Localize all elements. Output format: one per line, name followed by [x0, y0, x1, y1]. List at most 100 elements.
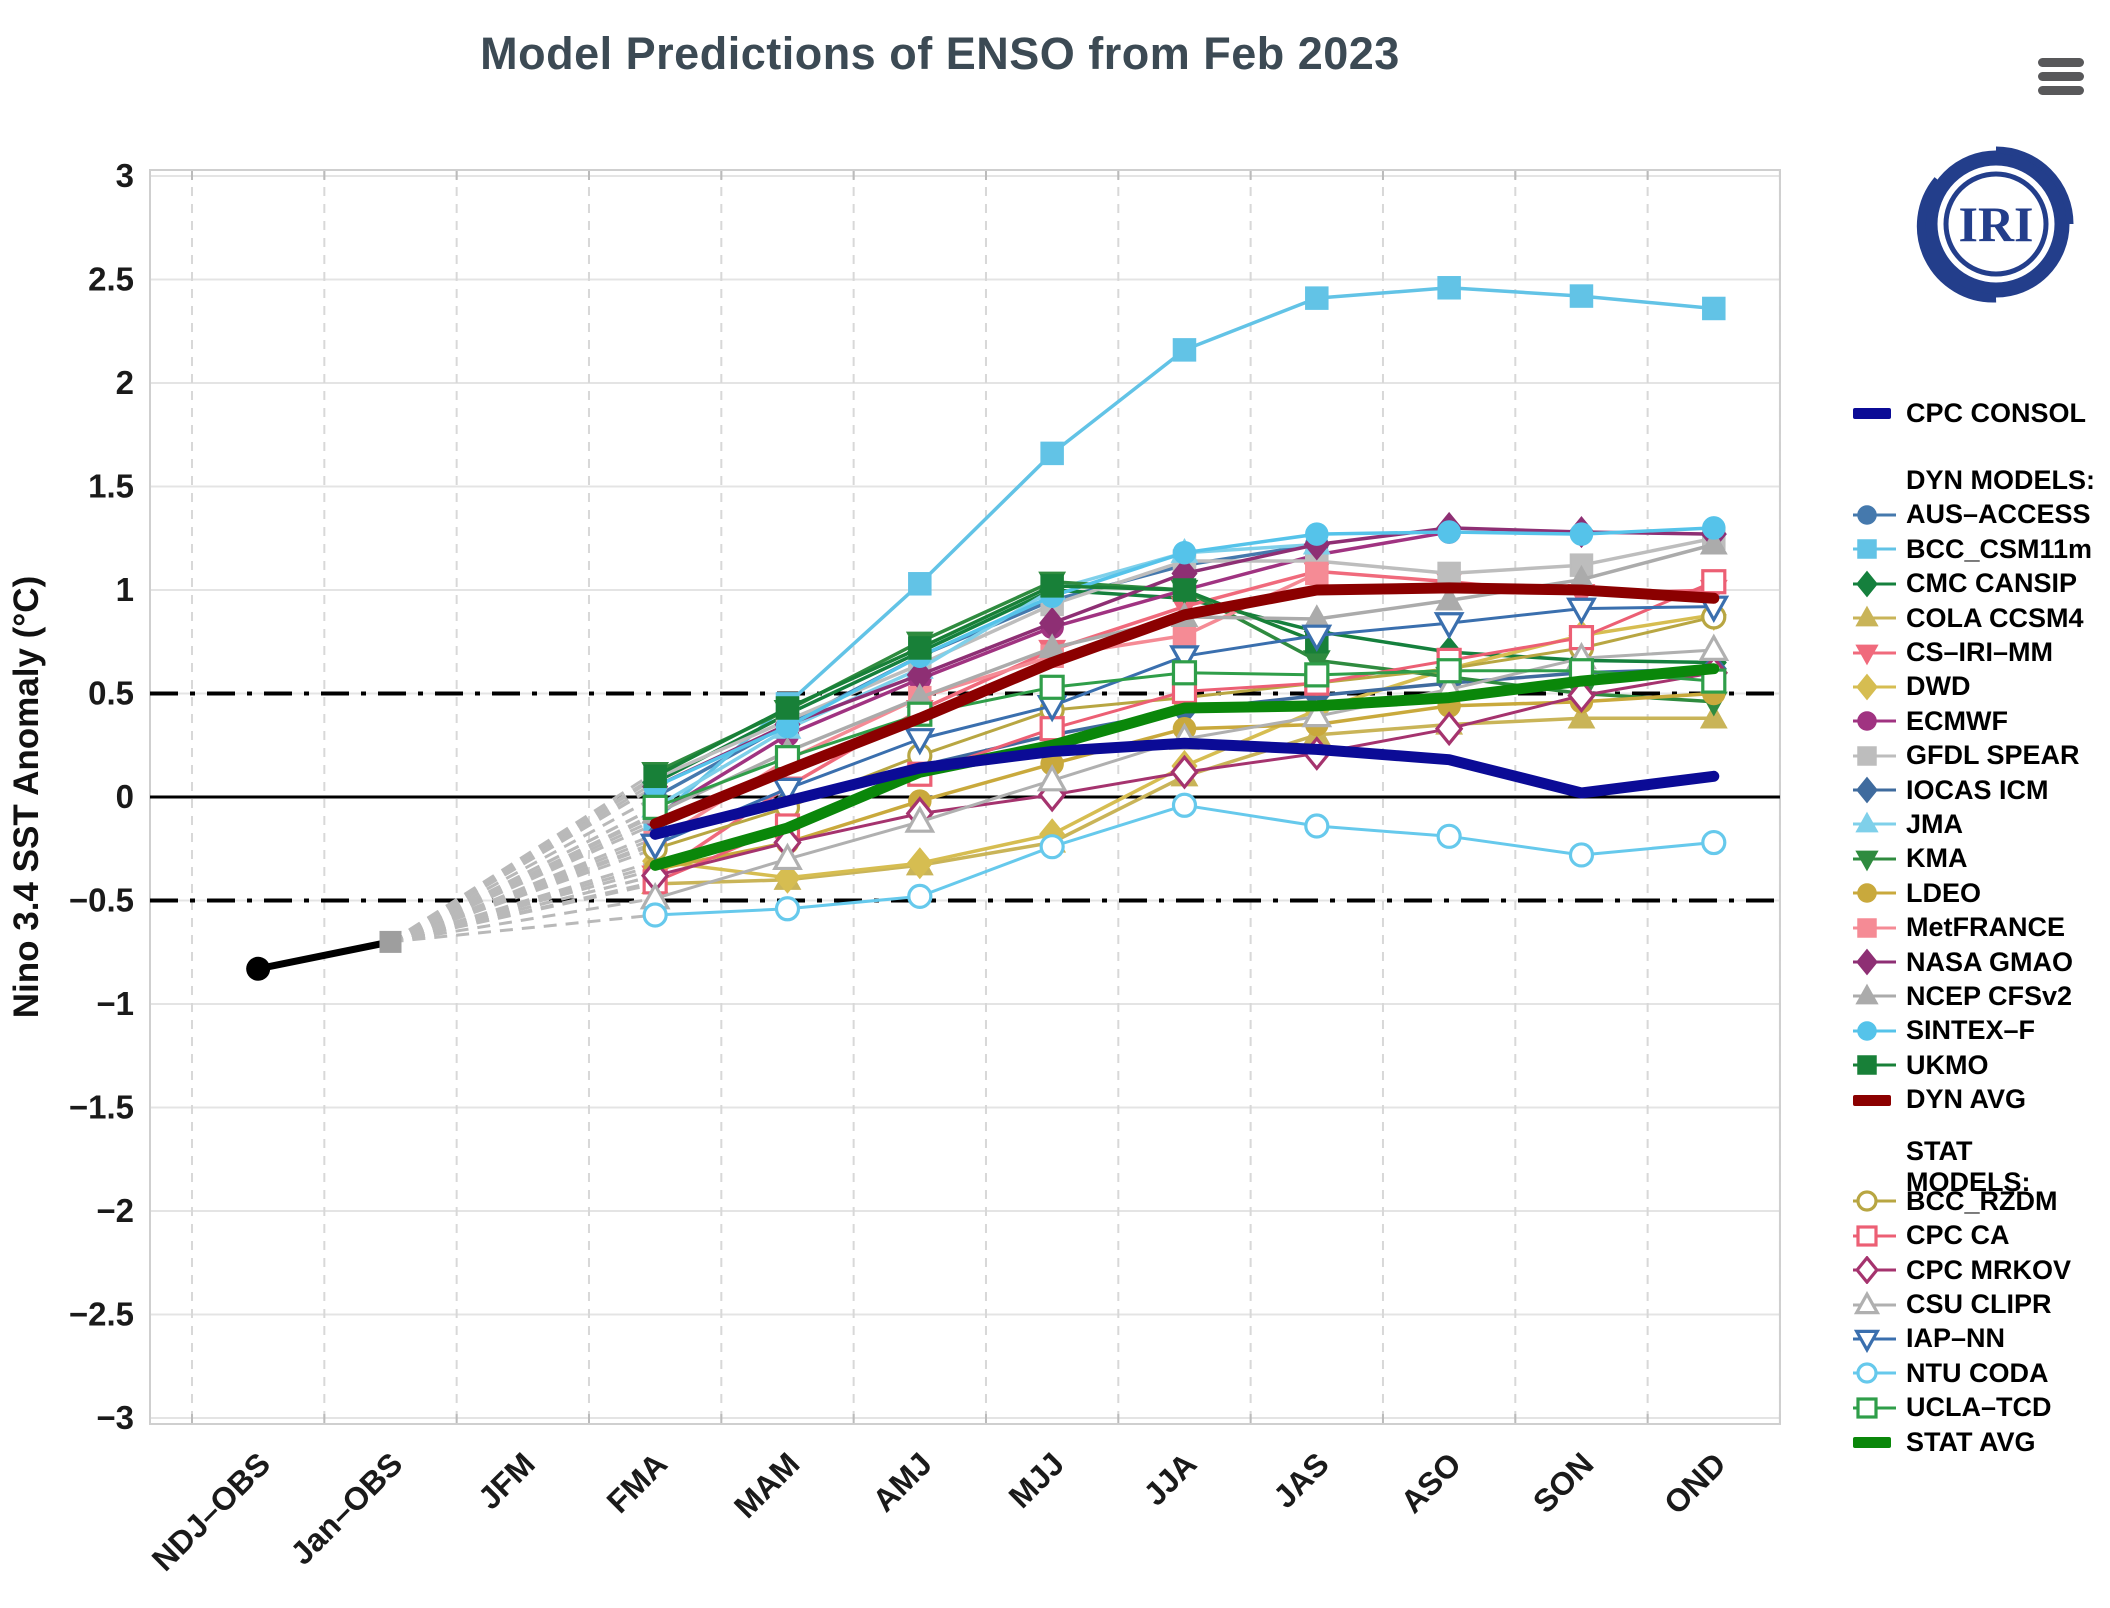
legend-item-ucla-tcd: UCLA–TCD [1852, 1391, 2102, 1425]
legend-item-jma: JMA [1852, 807, 2102, 841]
legend-item-cmc-cansip: CMC CANSIP [1852, 567, 2102, 601]
legend-item-label: DWD [1906, 671, 1971, 702]
legend-item-label: DYN AVG [1906, 1084, 2027, 1115]
svg-text:−2: −2 [96, 1192, 134, 1229]
legend-swatch-icon [1853, 711, 1896, 732]
legend-item-ecmwf: ECMWF [1852, 704, 2102, 738]
legend-swatch-icon [1853, 1190, 1896, 1212]
svg-text:2: 2 [116, 364, 134, 401]
fan-lines [389, 770, 656, 944]
svg-text:Jan–OBS: Jan–OBS [283, 1445, 409, 1571]
legend-item-label: KMA [1906, 843, 1968, 874]
legend-swatch-icon [1853, 1021, 1896, 1041]
legend-item-label: CMC CANSIP [1906, 568, 2078, 599]
legend-swatch-icon [1853, 1290, 1896, 1314]
svg-text:JJA: JJA [1136, 1445, 1203, 1512]
legend-swatch-icon [1853, 570, 1896, 598]
series-bcc-csm11m [643, 276, 1726, 832]
legend-item-ldeo: LDEO [1852, 876, 2102, 910]
legend-swatch-icon [1853, 408, 1891, 420]
legend-item-ntu-coda: NTU CODA [1852, 1356, 2102, 1390]
svg-text:3: 3 [116, 157, 134, 194]
legend-swatch-icon [1853, 1094, 1891, 1106]
legend-item-label: BCC_CSM11m [1906, 533, 2093, 564]
legend-item-label: COLA CCSM4 [1906, 602, 2084, 633]
legend-item-bcc-csm11m: BCC_CSM11m [1852, 532, 2102, 566]
svg-text:NDJ–OBS: NDJ–OBS [145, 1445, 277, 1577]
legend-item-label: GFDL SPEAR [1906, 740, 2080, 771]
legend-item-label: JMA [1906, 808, 1964, 839]
legend-swatch-icon [1853, 948, 1896, 976]
iri-logo-text: IRI [1958, 196, 2033, 252]
svg-text:−0.5: −0.5 [69, 882, 134, 919]
series-ucla-tcd [642, 658, 1727, 820]
legend-item-label: CSU CLIPR [1906, 1289, 2052, 1320]
svg-text:0.5: 0.5 [88, 675, 134, 712]
legend-item-label: SINTEX–F [1906, 1015, 2036, 1046]
legend-item-nasa-gmao: NASA GMAO [1852, 945, 2102, 979]
svg-text:FMA: FMA [600, 1445, 674, 1519]
legend-item-label: IOCAS ICM [1906, 774, 2049, 805]
series-dyn-avg [649, 582, 1720, 830]
legend-swatch-icon [1853, 673, 1896, 701]
legend-swatch-icon [1853, 776, 1896, 804]
legend-item-label: AUS–ACCESS [1906, 499, 2091, 530]
series-stat-avg [649, 663, 1720, 871]
legend-spacer [1852, 430, 2102, 463]
legend-item-metfrance: MetFRANCE [1852, 910, 2102, 944]
legend-swatch-icon [1853, 917, 1896, 938]
svg-text:JFM: JFM [471, 1445, 542, 1516]
svg-text:1.5: 1.5 [88, 468, 134, 505]
chart-legend: CPC CONSOL DYN MODELS: AUS–ACCESS BCC_CSM11… [1852, 396, 2102, 1459]
svg-text:2.5: 2.5 [88, 261, 134, 298]
series-sintex-f [643, 516, 1726, 799]
legend-swatch-icon [1853, 850, 1896, 872]
legend-item-dwd: DWD [1852, 670, 2102, 704]
legend-item-iocas-icm: IOCAS ICM [1852, 773, 2102, 807]
svg-text:ASO: ASO [1394, 1445, 1468, 1519]
page-title: Model Predictions of ENSO from Feb 2023 [480, 28, 1400, 79]
legend-item-label: LDEO [1906, 877, 1982, 908]
legend-swatch-icon [1853, 644, 1896, 665]
legend-item-cpc-ca: CPC CA [1852, 1219, 2102, 1253]
legend-item-label: CPC CONSOL [1906, 397, 2087, 428]
hamburger-menu-icon[interactable] [2038, 54, 2088, 98]
svg-text:−1: −1 [96, 985, 134, 1022]
svg-text:OND: OND [1657, 1445, 1733, 1521]
svg-text:AMJ: AMJ [866, 1445, 939, 1518]
legend-item-label: NCEP CFSv2 [1906, 980, 2073, 1011]
legend-item-kma: KMA [1852, 842, 2102, 876]
legend-item-label: BCC_RZDM [1906, 1185, 2058, 1216]
legend-heading-stat-models: STAT MODELS: [1906, 1136, 2031, 1198]
legend-item-cola-ccsm4: COLA CCSM4 [1852, 601, 2102, 635]
legend-swatch-icon [1853, 1225, 1896, 1247]
legend-item-sintex-f: SINTEX–F [1852, 1014, 2102, 1048]
svg-text:1: 1 [116, 571, 134, 608]
legend-item-cs-iri-mm: CS–IRI–MM [1852, 635, 2102, 669]
legend-item-ncep-cfsv2: NCEP CFSv2 [1852, 979, 2102, 1013]
legend-swatch-icon [1853, 1256, 1896, 1285]
legend-item-cpc-consol: CPC CONSOL [1852, 396, 2102, 430]
observed-series [246, 930, 402, 981]
svg-text:SON: SON [1526, 1445, 1600, 1519]
x-axis-labels: NDJ–OBS Jan–OBS JFM FMA MAM AMJ MJJ JJA JAS ASO SO… [145, 1445, 1733, 1577]
legend-swatch-icon [1853, 745, 1896, 766]
legend-swatch-icon [1853, 605, 1896, 627]
legend-item-dyn-avg: DYN AVG [1852, 1082, 2102, 1116]
legend-item-bcc-rzdm: BCC_RZDM [1852, 1184, 2102, 1218]
legend-item-aus-access: AUS–ACCESS [1852, 498, 2102, 532]
legend-item-label: MetFRANCE [1906, 912, 2065, 943]
svg-text:−1.5: −1.5 [69, 1089, 134, 1126]
legend-swatch-icon [1853, 539, 1896, 560]
legend-swatch-icon [1853, 1362, 1896, 1384]
legend-item-gfdl-spear: GFDL SPEAR [1852, 739, 2102, 773]
legend-item-csu-clipr: CSU CLIPR [1852, 1287, 2102, 1321]
legend-swatch-icon [1853, 505, 1896, 525]
legend-item-label: UCLA–TCD [1906, 1392, 2052, 1423]
series-ntu-coda [642, 792, 1727, 928]
legend-swatch-icon [1853, 1055, 1896, 1075]
svg-text:MAM: MAM [727, 1445, 806, 1524]
legend-item-label: CS–IRI–MM [1906, 637, 2054, 668]
